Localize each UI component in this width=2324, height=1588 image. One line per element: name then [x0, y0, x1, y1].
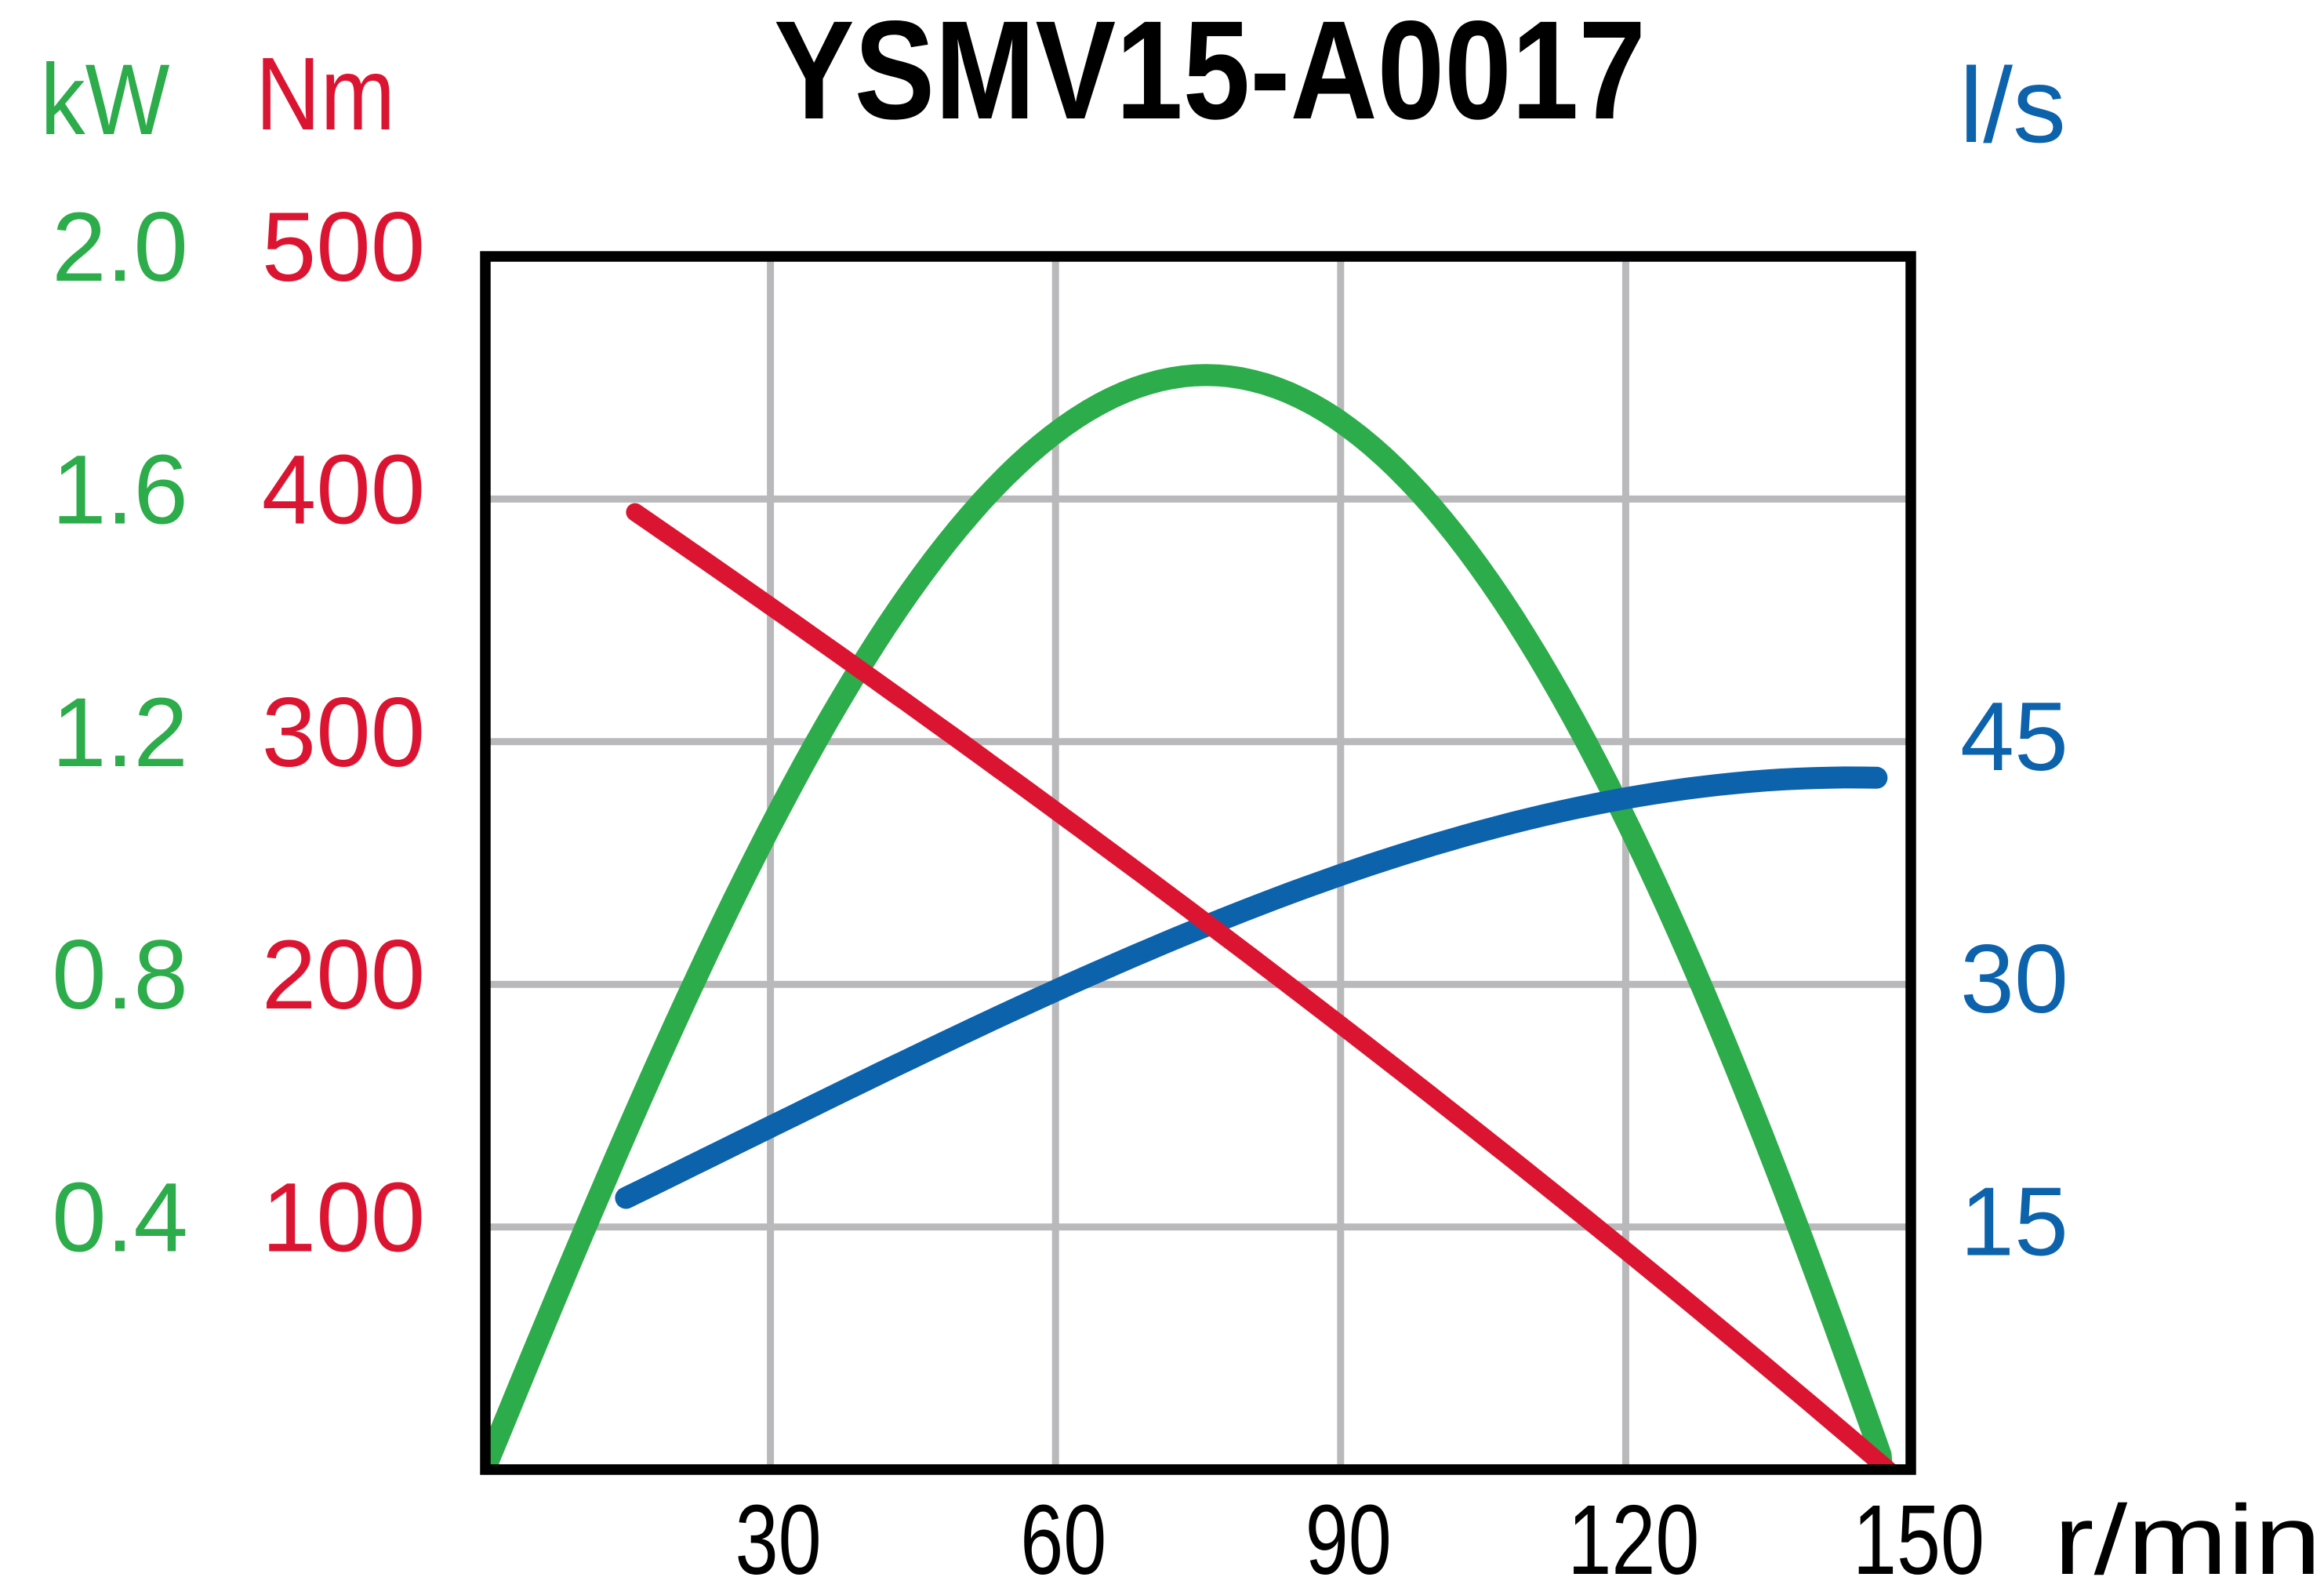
svg-text:300: 300 — [262, 678, 426, 787]
svg-text:YSMV15-A0017: YSMV15-A0017 — [774, 0, 1646, 148]
svg-text:45: 45 — [1960, 683, 2068, 791]
svg-text:2.0: 2.0 — [52, 193, 188, 302]
svg-text:100: 100 — [262, 1164, 426, 1273]
svg-text:l/s: l/s — [1959, 45, 2066, 165]
svg-text:kW: kW — [41, 44, 170, 156]
svg-text:120: 120 — [1567, 1484, 1699, 1584]
svg-text:30: 30 — [735, 1484, 822, 1584]
svg-text:500: 500 — [262, 193, 426, 302]
svg-text:0.4: 0.4 — [52, 1164, 188, 1273]
svg-text:Nm: Nm — [256, 36, 395, 151]
svg-text:0.8: 0.8 — [52, 921, 188, 1030]
svg-text:30: 30 — [1960, 925, 2068, 1034]
svg-text:15: 15 — [1960, 1168, 2068, 1277]
svg-text:r/min: r/min — [2054, 1484, 2322, 1584]
svg-text:60: 60 — [1020, 1484, 1106, 1584]
svg-text:1.6: 1.6 — [52, 435, 188, 544]
svg-text:150: 150 — [1853, 1484, 1984, 1584]
svg-text:400: 400 — [262, 435, 426, 544]
svg-text:90: 90 — [1305, 1484, 1392, 1584]
svg-text:200: 200 — [262, 921, 426, 1030]
svg-text:1.2: 1.2 — [52, 678, 188, 787]
